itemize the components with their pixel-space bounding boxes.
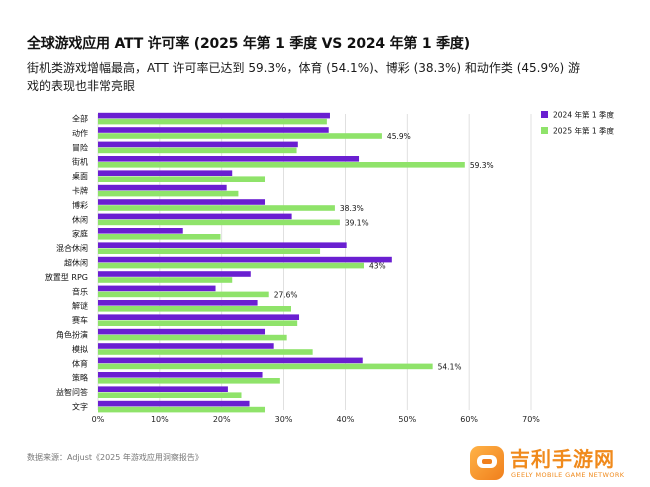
- bar-2025: [98, 162, 465, 168]
- bar-2024: [98, 199, 266, 205]
- chart-title: 全球游戏应用 ATT 许可率 (2025 年第 1 季度 VS 2024 年第 …: [27, 36, 470, 52]
- bar-2024: [98, 242, 347, 248]
- category-label: 卡牌: [72, 186, 88, 196]
- bar-2025: [98, 291, 269, 298]
- bar-2024: [98, 141, 298, 148]
- data-label: 45.9%: [387, 132, 411, 141]
- x-tick-label: 60%: [460, 415, 478, 424]
- category-label: 混合休闲: [56, 243, 88, 253]
- category-label: 全部: [72, 114, 88, 124]
- bar-2025: [98, 320, 298, 326]
- x-tick-label: 30%: [275, 415, 293, 424]
- bar-2025: [98, 392, 242, 398]
- bar-2025: [98, 234, 221, 240]
- bar-2025: [98, 190, 239, 197]
- bar-2025: [98, 363, 433, 370]
- bar-2025: [98, 133, 382, 139]
- bar-2024: [98, 300, 258, 306]
- x-tick-label: 10%: [151, 415, 169, 424]
- watermark-name-cn: 吉利手游网: [510, 447, 615, 471]
- category-label: 街机: [72, 157, 88, 167]
- x-tick-label: 70%: [522, 415, 540, 424]
- category-label: 益智问答: [56, 387, 88, 397]
- bar-2024: [98, 343, 274, 349]
- bars: [98, 112, 465, 413]
- bar-2024: [98, 156, 360, 162]
- bar-2025: [98, 378, 280, 384]
- category-label: 放置型 RPG: [45, 272, 88, 282]
- bar-2024: [98, 328, 266, 335]
- x-tick-label: 50%: [398, 415, 416, 424]
- category-label: 模拟: [72, 344, 88, 354]
- bar-2024: [98, 285, 216, 292]
- bar-2024: [98, 256, 392, 263]
- category-label: 音乐: [72, 286, 88, 296]
- category-label: 动作: [72, 128, 88, 138]
- bar-2025: [98, 306, 291, 312]
- bar-2025: [98, 334, 287, 341]
- bar-2024: [98, 127, 329, 133]
- chart-subtitle: 街机类游戏增幅最高，ATT 许可率已达到 59.3%，体育 (54.1%)、博彩…: [27, 61, 581, 93]
- bar-2025: [98, 406, 266, 413]
- bar-2024: [98, 228, 183, 234]
- bar-2024: [98, 213, 292, 220]
- labels: 0% 10% 20% 30% 40% 50% 60% 70% 全部动作冒险街机桌面卡牌博彩休闲家…: [45, 114, 540, 425]
- legend-swatch: [541, 127, 548, 134]
- source-note: 数据来源：Adjust《2025 年游戏应用洞察报告》: [27, 453, 203, 462]
- category-label: 解谜: [72, 301, 88, 311]
- category-label: 家庭: [72, 229, 88, 239]
- bar-2024: [98, 271, 251, 277]
- bar-2025: [98, 205, 335, 211]
- bar-2025: [98, 248, 321, 254]
- bar-2025: [98, 262, 364, 269]
- category-label: 赛车: [72, 315, 88, 325]
- category-label: 休闲: [72, 214, 88, 224]
- data-label: 27.6%: [274, 290, 298, 299]
- category-label: 超休闲: [64, 258, 88, 268]
- category-label: 角色扮演: [56, 330, 88, 340]
- data-label: 38.3%: [340, 204, 364, 213]
- data-label: 43%: [369, 262, 386, 271]
- bar-2024: [98, 357, 363, 364]
- data-label: 54.1%: [438, 362, 462, 371]
- bar-2025: [98, 219, 340, 226]
- legend-label: 2025 年第 1 季度: [553, 126, 615, 136]
- category-label: 博彩: [72, 200, 88, 210]
- category-label: 文字: [72, 402, 88, 412]
- bar-2024: [98, 372, 263, 378]
- category-label: 体育: [72, 358, 88, 368]
- bar-2025: [98, 147, 297, 154]
- bar-2024: [98, 314, 300, 320]
- x-tick-label: 40%: [337, 415, 355, 424]
- bar-2025: [98, 349, 313, 355]
- bar-2025: [98, 118, 327, 125]
- category-label: 策略: [72, 373, 88, 383]
- bar-2025: [98, 176, 266, 182]
- bar-2024: [98, 184, 227, 191]
- bar-2024: [98, 386, 228, 392]
- x-tick-label: 20%: [213, 415, 231, 424]
- x-tick-label: 0%: [92, 415, 105, 424]
- bar-2024: [98, 112, 330, 119]
- watermark-logo: 吉利手游网 GEELY MOBILE GAME NETWORK: [470, 443, 640, 483]
- data-label: 39.1%: [345, 218, 369, 227]
- legend: 2024 年第 1 季度 2025 年第 1 季度: [541, 110, 615, 136]
- watermark-name-en: GEELY MOBILE GAME NETWORK: [511, 471, 625, 479]
- category-label: 桌面: [72, 171, 88, 181]
- category-label: 冒险: [72, 142, 88, 152]
- bar-2024: [98, 400, 250, 407]
- bar-2025: [98, 277, 233, 283]
- data-label: 59.3%: [470, 161, 494, 170]
- legend-swatch: [541, 111, 548, 118]
- bar-2024: [98, 170, 233, 176]
- gamepad-icon: [470, 446, 504, 480]
- legend-label: 2024 年第 1 季度: [553, 110, 615, 120]
